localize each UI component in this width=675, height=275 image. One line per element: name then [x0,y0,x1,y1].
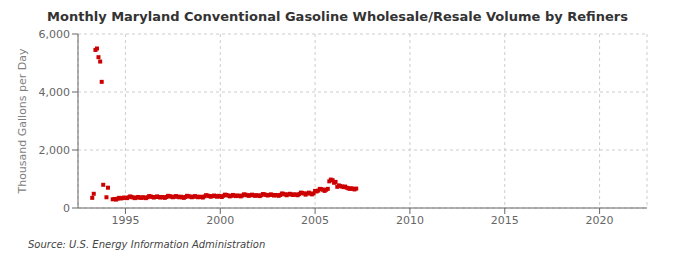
svg-text:2010: 2010 [396,214,424,227]
svg-text:2,000: 2,000 [39,144,71,157]
svg-text:2020: 2020 [586,214,614,227]
html-text:Monthly Maryland Conventional: Monthly Maryland Conventional Gasoline W… [47,9,628,24]
svg-text:0: 0 [63,202,70,215]
svg-text:2000: 2000 [206,214,234,227]
svg-text:6,000: 6,000 [39,28,71,41]
svg-text:1995: 1995 [111,214,139,227]
svg-text:2005: 2005 [301,214,329,227]
html-text:Source: U.S. Energy Informatio: Source: U.S. Energy Information Administ… [28,239,266,250]
svg-text:4,000: 4,000 [39,86,71,99]
svg-text:Thousand Gallons per Day: Thousand Gallons per Day [16,48,29,195]
svg-text:2015: 2015 [491,214,519,227]
